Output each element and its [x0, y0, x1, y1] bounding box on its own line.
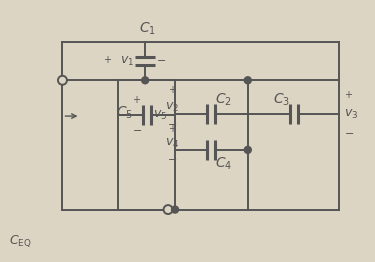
Text: $v_1$: $v_1$ — [120, 55, 134, 68]
Text: $-$: $-$ — [156, 54, 166, 64]
Text: $v_4$: $v_4$ — [165, 137, 179, 150]
Text: $C_4$: $C_4$ — [215, 156, 232, 172]
Text: $C_2$: $C_2$ — [215, 92, 232, 108]
Text: $+$: $+$ — [168, 123, 177, 134]
Text: $+$: $+$ — [132, 94, 141, 105]
Text: $-$: $-$ — [167, 118, 177, 128]
Text: $C_1$: $C_1$ — [139, 21, 156, 37]
Text: $v_5$: $v_5$ — [153, 108, 168, 122]
Text: $-$: $-$ — [132, 124, 142, 134]
Circle shape — [244, 77, 251, 84]
Text: $C_{\mathrm{EQ}}$: $C_{\mathrm{EQ}}$ — [9, 234, 31, 249]
Circle shape — [164, 205, 172, 214]
Circle shape — [171, 206, 178, 213]
Text: $C_5$: $C_5$ — [116, 105, 133, 121]
Text: $-$: $-$ — [167, 153, 177, 163]
Text: $v_3$: $v_3$ — [344, 107, 359, 121]
Text: $v_2$: $v_2$ — [165, 101, 179, 114]
Text: $+$: $+$ — [168, 84, 177, 95]
Text: $+$: $+$ — [103, 54, 112, 65]
Text: $-$: $-$ — [344, 127, 354, 137]
Text: $+$: $+$ — [344, 89, 354, 100]
Circle shape — [244, 146, 251, 153]
Circle shape — [142, 77, 148, 84]
Text: $C_3$: $C_3$ — [273, 92, 290, 108]
Circle shape — [58, 76, 67, 85]
